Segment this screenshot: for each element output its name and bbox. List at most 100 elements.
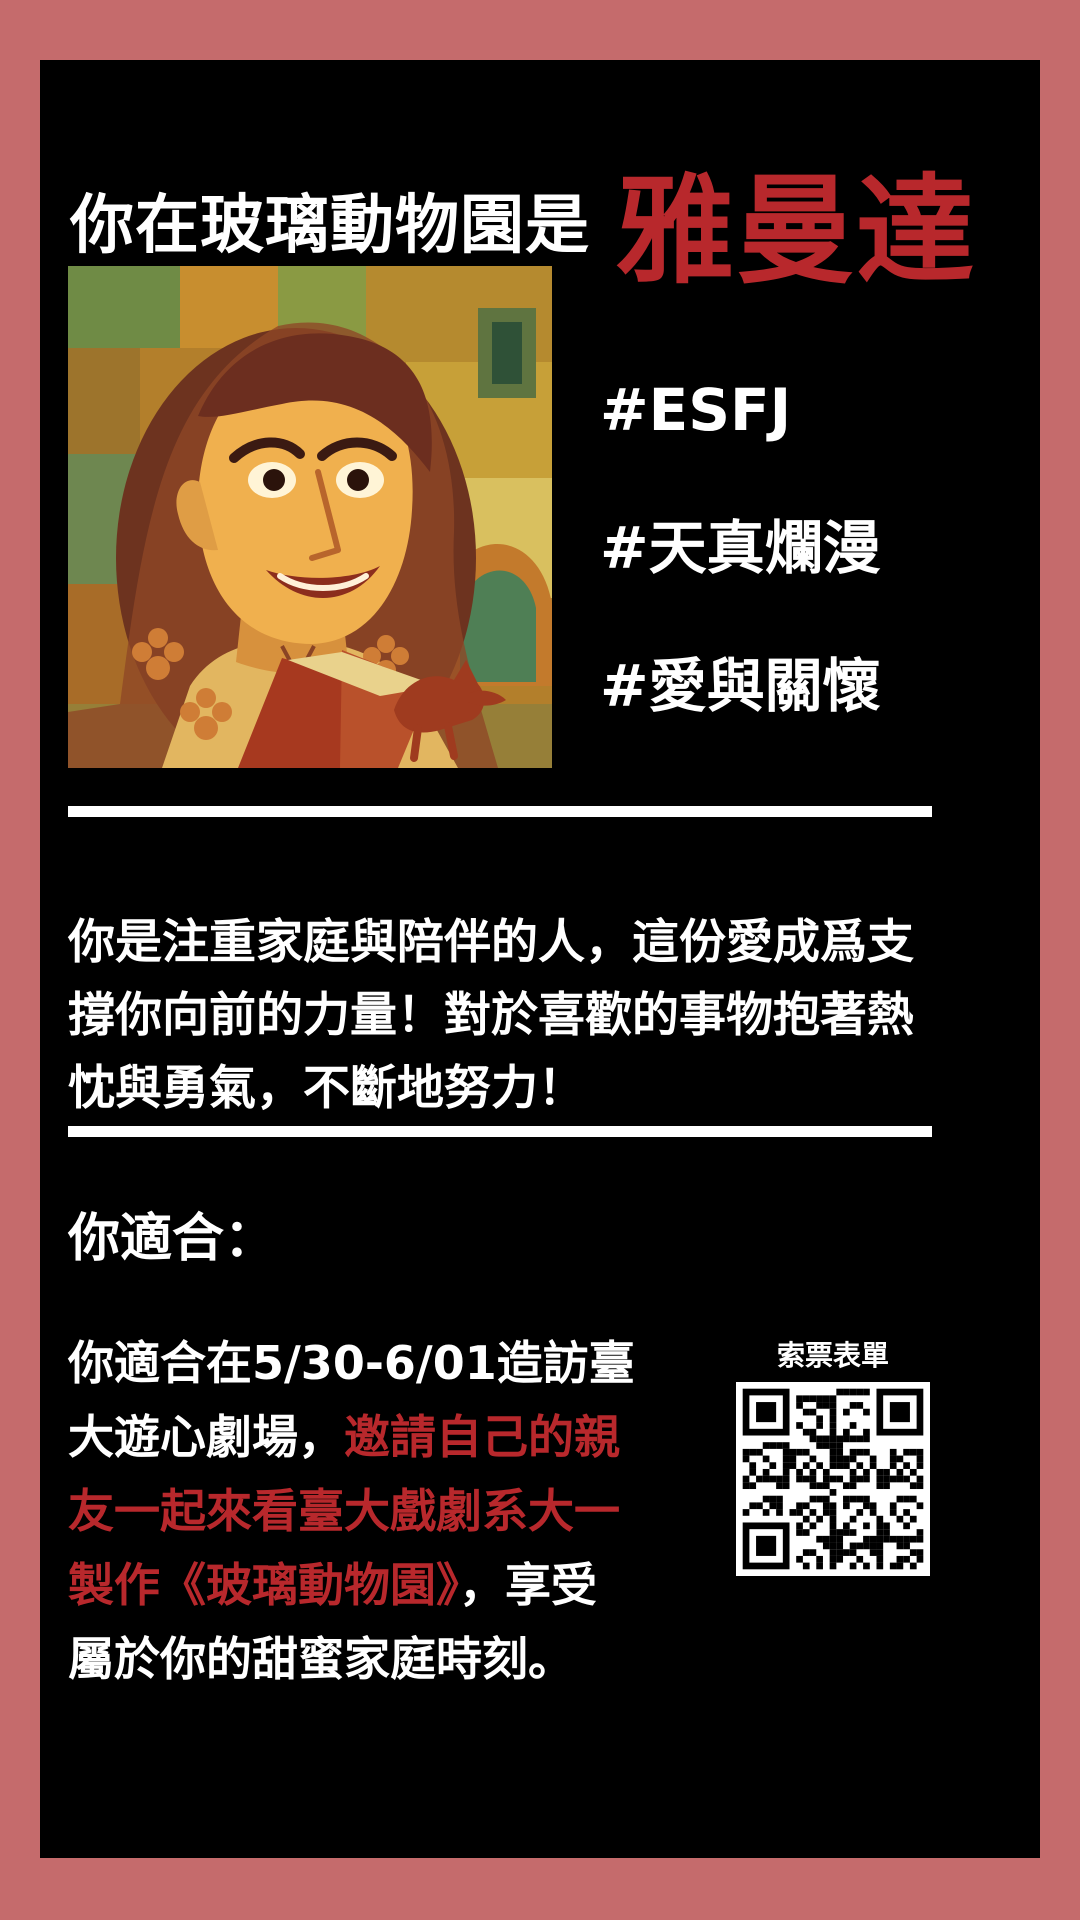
qr-module — [889, 1448, 897, 1456]
qr-module — [796, 1529, 803, 1536]
qr-module — [756, 1402, 777, 1423]
suitable-text-after: ，享受屬於你的甜蜜家庭時刻。 — [68, 1558, 597, 1686]
qr-module — [896, 1515, 904, 1523]
qr-module — [909, 1468, 917, 1476]
personality-tags: #ESFJ #天真爛漫 #愛與關懷 — [600, 372, 960, 786]
qr-module — [809, 1428, 817, 1436]
qr-module — [802, 1462, 810, 1469]
qr-module — [863, 1495, 870, 1503]
qr-module — [863, 1388, 870, 1396]
qr-module — [883, 1529, 890, 1536]
qr-module — [776, 1502, 783, 1510]
qr-module — [849, 1475, 857, 1483]
qr-module — [903, 1509, 910, 1516]
tag-love-and-care: #愛與關懷 — [600, 652, 881, 720]
qr-module — [876, 1515, 884, 1523]
qr-module — [849, 1468, 857, 1476]
qr-module — [856, 1448, 864, 1456]
qr-module — [762, 1455, 770, 1463]
qr-module — [756, 1448, 763, 1456]
qr-module — [856, 1555, 864, 1563]
qr-module — [863, 1468, 870, 1476]
qr-module — [909, 1535, 917, 1543]
qr-module — [822, 1442, 830, 1449]
qr-module — [822, 1509, 830, 1516]
qr-module — [822, 1468, 830, 1476]
qr-module — [769, 1495, 777, 1503]
qr-code-icon — [736, 1382, 930, 1576]
qr-module — [762, 1495, 770, 1503]
qr-module — [829, 1555, 837, 1563]
qr-module — [769, 1502, 777, 1510]
qr-module — [836, 1462, 844, 1469]
title-prefix: 你在玻璃動物園是 — [70, 189, 590, 263]
qr-module — [863, 1542, 870, 1550]
qr-module — [849, 1422, 857, 1429]
ticket-form-qr-code[interactable] — [736, 1382, 930, 1576]
qr-module — [909, 1495, 917, 1503]
qr-module — [843, 1455, 850, 1463]
qr-module — [903, 1542, 910, 1550]
qr-module — [843, 1482, 850, 1490]
suitable-text-before: 你適合在5/30-6/01造訪臺大遊心劇場， — [68, 1336, 635, 1464]
qr-module — [843, 1462, 850, 1469]
qr-module — [782, 1462, 790, 1469]
qr-module — [903, 1522, 910, 1530]
qr-module — [749, 1482, 757, 1490]
qr-module — [809, 1522, 817, 1530]
qr-module — [856, 1388, 864, 1396]
qr-module — [876, 1522, 884, 1530]
bottom-divider — [68, 1126, 932, 1137]
qr-module — [829, 1395, 837, 1403]
qr-module — [909, 1448, 917, 1456]
qr-module — [809, 1549, 817, 1556]
qr-module — [843, 1428, 850, 1436]
qr-module — [843, 1522, 850, 1530]
qr-module — [909, 1515, 917, 1523]
qr-module — [903, 1535, 910, 1543]
qr-module — [889, 1475, 897, 1483]
qr-module — [796, 1509, 803, 1516]
qr-module — [809, 1482, 817, 1490]
qr-module — [896, 1535, 904, 1543]
qr-module — [816, 1395, 823, 1403]
qr-module — [836, 1475, 844, 1483]
qr-module — [742, 1448, 750, 1456]
qr-module — [863, 1562, 870, 1570]
qr-module — [782, 1468, 790, 1476]
qr-module — [883, 1522, 890, 1530]
qr-module — [816, 1535, 823, 1543]
qr-module — [749, 1462, 757, 1469]
qr-module — [756, 1502, 763, 1510]
qr-module — [802, 1475, 810, 1483]
tag-innocent-romantic: #天真爛漫 — [600, 514, 881, 582]
qr-module — [829, 1415, 837, 1423]
qr-module — [889, 1509, 897, 1516]
qr-module — [816, 1495, 823, 1503]
qr-module — [742, 1455, 750, 1463]
qr-module — [916, 1502, 924, 1510]
qr-module — [849, 1542, 857, 1550]
qr-module — [829, 1509, 837, 1516]
qr-module — [742, 1509, 750, 1516]
qr-module — [863, 1408, 870, 1416]
qr-module — [816, 1562, 823, 1570]
qr-module — [869, 1535, 877, 1543]
qr-module — [836, 1442, 844, 1449]
poster-title: 你在玻璃動物園是 雅曼達 — [70, 120, 976, 320]
qr-module — [809, 1495, 817, 1503]
qr-module — [896, 1475, 904, 1483]
qr-module — [822, 1495, 830, 1503]
qr-module — [849, 1549, 857, 1556]
qr-module — [776, 1509, 783, 1516]
qr-module — [869, 1462, 877, 1469]
qr-module — [796, 1502, 803, 1510]
qr-module — [802, 1448, 810, 1456]
qr-module — [816, 1515, 823, 1523]
qr-module — [816, 1422, 823, 1429]
qr-module — [816, 1415, 823, 1423]
qr-module — [829, 1408, 837, 1416]
qr-module — [762, 1475, 770, 1483]
qr-module — [829, 1549, 837, 1556]
qr-module — [889, 1462, 897, 1469]
